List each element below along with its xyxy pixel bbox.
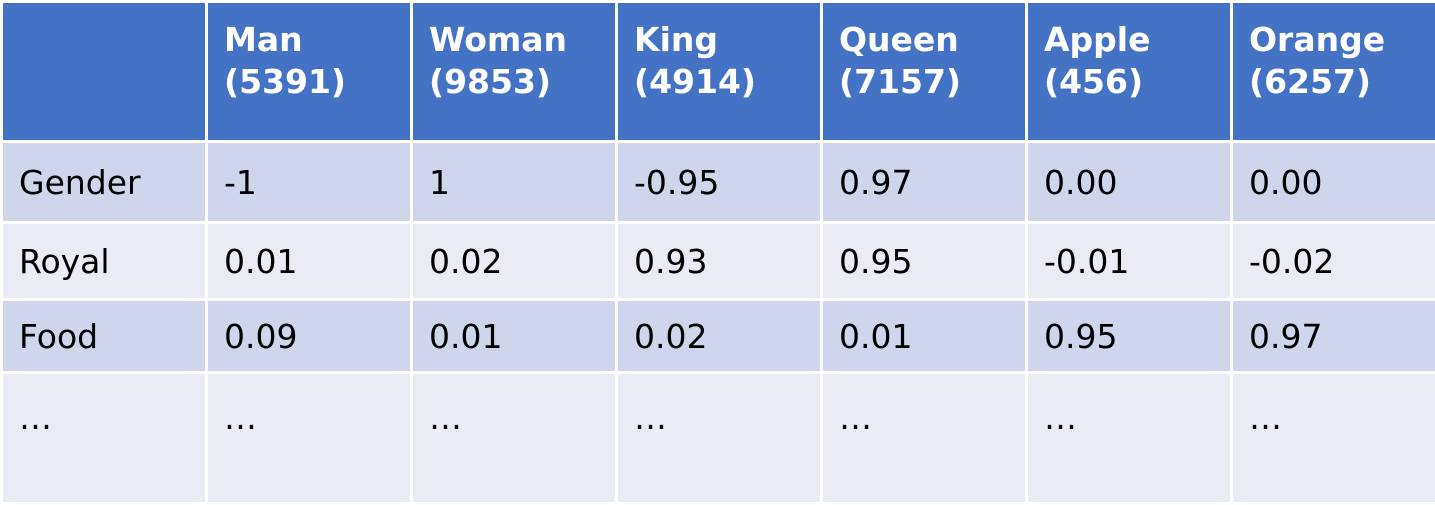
table-cell: -0.01	[1027, 223, 1232, 300]
table-cell: …	[412, 373, 617, 504]
header-cell-king: King (4914)	[617, 2, 822, 142]
header-index: (7157)	[839, 61, 1025, 103]
table-cell: 0.01	[822, 300, 1027, 373]
header-index: (5391)	[224, 61, 410, 103]
table-cell: 0.00	[1027, 142, 1232, 223]
table-cell: -1	[207, 142, 412, 223]
table-cell: 0.93	[617, 223, 822, 300]
header-cell-apple: Apple (456)	[1027, 2, 1232, 142]
table-cell: -0.95	[617, 142, 822, 223]
table-cell: 0.97	[1232, 300, 1435, 373]
header-word: Orange	[1249, 19, 1435, 61]
table-cell: 0.02	[617, 300, 822, 373]
header-index: (9853)	[429, 61, 615, 103]
row-label: Gender	[2, 142, 207, 223]
table-row-ellipsis: … … … … … … …	[2, 373, 1435, 504]
table-cell: 0.00	[1232, 142, 1435, 223]
table-cell: 0.02	[412, 223, 617, 300]
row-label: Royal	[2, 223, 207, 300]
header-cell-man: Man (5391)	[207, 2, 412, 142]
header-row: Man (5391) Woman (9853) King (4914) Quee…	[2, 2, 1435, 142]
table-row-food: Food 0.09 0.01 0.02 0.01 0.95 0.97	[2, 300, 1435, 373]
row-label: …	[2, 373, 207, 504]
table-cell: 0.95	[1027, 300, 1232, 373]
header-cell-queen: Queen (7157)	[822, 2, 1027, 142]
embedding-table-container: Man (5391) Woman (9853) King (4914) Quee…	[0, 0, 1435, 474]
row-label: Food	[2, 300, 207, 373]
header-index: (6257)	[1249, 61, 1435, 103]
header-word: King	[634, 19, 820, 61]
header-word: Man	[224, 19, 410, 61]
table-cell: 1	[412, 142, 617, 223]
header-corner-cell	[2, 2, 207, 142]
header-index: (4914)	[634, 61, 820, 103]
table-cell: …	[617, 373, 822, 504]
table-cell: -0.02	[1232, 223, 1435, 300]
header-cell-woman: Woman (9853)	[412, 2, 617, 142]
table-cell: …	[822, 373, 1027, 504]
table-cell: 0.97	[822, 142, 1027, 223]
header-index: (456)	[1044, 61, 1230, 103]
table-cell: 0.09	[207, 300, 412, 373]
header-word: Woman	[429, 19, 615, 61]
table-cell: 0.95	[822, 223, 1027, 300]
table-cell: …	[1027, 373, 1232, 504]
table-cell: …	[207, 373, 412, 504]
table-cell: …	[1232, 373, 1435, 504]
header-cell-orange: Orange (6257)	[1232, 2, 1435, 142]
header-word: Queen	[839, 19, 1025, 61]
table-row-gender: Gender -1 1 -0.95 0.97 0.00 0.00	[2, 142, 1435, 223]
table-row-royal: Royal 0.01 0.02 0.93 0.95 -0.01 -0.02	[2, 223, 1435, 300]
table-cell: 0.01	[207, 223, 412, 300]
header-word: Apple	[1044, 19, 1230, 61]
table-cell: 0.01	[412, 300, 617, 373]
